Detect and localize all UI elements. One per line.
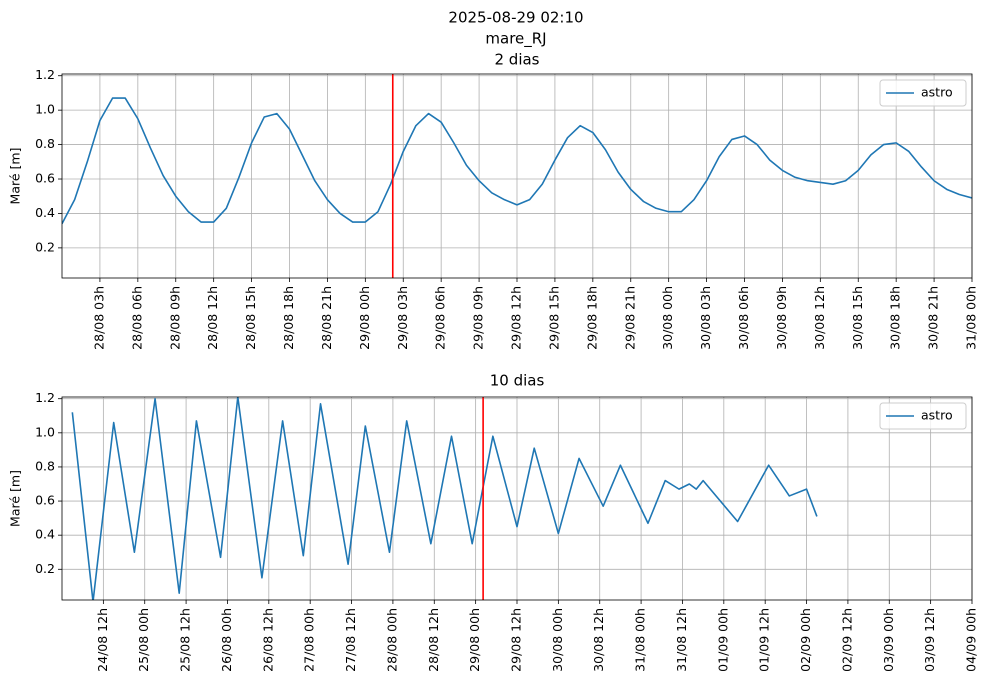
y-tick-label: 0.8 — [35, 458, 55, 473]
axes-frame — [61, 396, 973, 601]
x-tick-label: 28/08 18h — [281, 286, 296, 350]
x-tick-label: 28/08 12h — [205, 286, 220, 350]
x-tick-label: 29/08 12h — [509, 608, 524, 672]
x-tick-label: 27/08 00h — [302, 608, 317, 672]
y-tick-label: 0.6 — [35, 493, 55, 508]
y-axis-label: Maré [m] — [8, 470, 23, 527]
y-axis-label: Maré [m] — [8, 148, 23, 205]
x-tick-label: 28/08 09h — [167, 286, 182, 350]
x-tick-label: 29/08 21h — [622, 286, 637, 350]
plot-area — [62, 74, 972, 278]
x-tick-label: 29/08 12h — [509, 286, 524, 350]
x-tick-label: 30/08 21h — [926, 286, 941, 350]
data-line — [62, 97, 972, 225]
x-tick-label: 04/09 00h — [964, 608, 979, 672]
x-tick-label: 28/08 12h — [426, 608, 441, 672]
suptitle-line: 2025-08-29 02:10 — [448, 9, 583, 27]
x-tick-label: 28/08 21h — [319, 286, 334, 350]
suptitle-line: mare_RJ — [485, 30, 546, 49]
y-tick-label: 0.2 — [35, 239, 55, 254]
x-tick-label: 28/08 00h — [384, 608, 399, 672]
x-tick-label: 30/08 15h — [850, 286, 865, 350]
x-tick-label: 29/08 18h — [584, 286, 599, 350]
x-tick-label: 30/08 09h — [774, 286, 789, 350]
x-tick-label: 02/09 00h — [798, 608, 813, 672]
x-tick-label: 28/08 03h — [91, 286, 106, 350]
x-tick-label: 26/08 00h — [219, 608, 234, 672]
x-tick-label: 27/08 12h — [343, 608, 358, 672]
y-tick-label: 0.6 — [35, 171, 55, 186]
legend-label: astro — [921, 408, 953, 423]
x-tick-label: 29/08 09h — [471, 286, 486, 350]
x-tick-label: 30/08 06h — [736, 286, 751, 350]
axes-frame — [61, 73, 973, 279]
y-tick-label: 0.2 — [35, 561, 55, 576]
x-tick-label: 30/08 12h — [591, 608, 606, 672]
y-tick-label: 1.0 — [35, 424, 55, 439]
y-tick-label: 0.4 — [35, 205, 55, 220]
x-tick-label: 03/09 00h — [881, 608, 896, 672]
x-tick-label: 30/08 12h — [812, 286, 827, 350]
x-tick-label: 29/08 06h — [433, 286, 448, 350]
x-tick-label: 28/08 15h — [243, 286, 258, 350]
x-tick-label: 01/09 00h — [715, 608, 730, 672]
subplot-title: 2 dias — [494, 51, 539, 69]
x-tick-label: 01/09 12h — [757, 608, 772, 672]
x-tick-label: 25/08 12h — [178, 608, 193, 672]
x-tick-label: 31/08 00h — [633, 608, 648, 672]
y-tick-label: 1.0 — [35, 102, 55, 117]
subplot-title: 10 dias — [490, 372, 545, 390]
y-tick-label: 1.2 — [35, 67, 55, 82]
x-tick-label: 28/08 06h — [129, 286, 144, 350]
x-tick-label: 29/08 00h — [467, 608, 482, 672]
legend-box — [879, 79, 967, 107]
x-tick-label: 24/08 12h — [95, 608, 110, 672]
data-line — [71, 397, 818, 600]
y-tick-label: 1.2 — [35, 390, 55, 405]
legend-box — [879, 402, 967, 430]
x-tick-label: 25/08 00h — [136, 608, 151, 672]
y-tick-label: 0.4 — [35, 527, 55, 542]
y-tick-label: 0.8 — [35, 136, 55, 151]
x-tick-label: 29/08 15h — [546, 286, 561, 350]
x-tick-label: 02/09 12h — [839, 608, 854, 672]
x-tick-label: 29/08 00h — [357, 286, 372, 350]
x-tick-label: 30/08 00h — [550, 608, 565, 672]
x-tick-label: 26/08 12h — [260, 608, 275, 672]
x-tick-label: 30/08 00h — [660, 286, 675, 350]
x-tick-label: 29/08 03h — [395, 286, 410, 350]
x-tick-label: 30/08 18h — [888, 286, 903, 350]
x-tick-label: 31/08 12h — [674, 608, 689, 672]
x-tick-label: 03/09 12h — [922, 608, 937, 672]
plot-area — [71, 397, 818, 600]
x-tick-label: 30/08 03h — [698, 286, 713, 350]
x-tick-label: 31/08 00h — [964, 286, 979, 350]
legend-label: astro — [921, 85, 953, 100]
